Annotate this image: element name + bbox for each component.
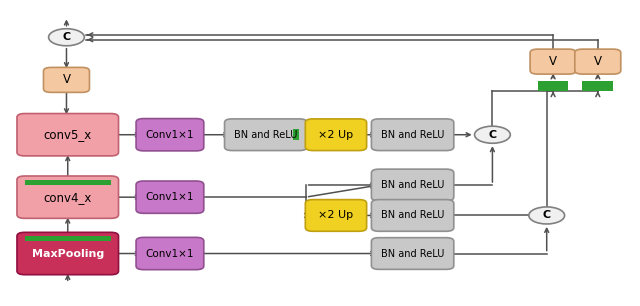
Circle shape: [474, 126, 510, 143]
FancyBboxPatch shape: [136, 181, 204, 213]
FancyBboxPatch shape: [305, 200, 367, 231]
FancyBboxPatch shape: [371, 119, 454, 151]
Circle shape: [529, 207, 564, 224]
Text: Conv1×1: Conv1×1: [146, 130, 194, 140]
FancyBboxPatch shape: [575, 49, 621, 74]
Bar: [293, 129, 300, 140]
Text: BN and ReLU: BN and ReLU: [381, 180, 444, 190]
Text: V: V: [549, 55, 557, 68]
Text: C: C: [543, 211, 551, 220]
Text: V: V: [63, 73, 70, 86]
Text: ×2 Up: ×2 Up: [319, 130, 353, 140]
Text: Conv1×1: Conv1×1: [146, 192, 194, 202]
FancyBboxPatch shape: [530, 49, 576, 74]
Text: conv5_x: conv5_x: [44, 128, 92, 141]
Bar: [538, 81, 568, 91]
FancyBboxPatch shape: [17, 114, 118, 156]
FancyBboxPatch shape: [136, 119, 204, 151]
FancyBboxPatch shape: [371, 200, 454, 231]
Text: Conv1×1: Conv1×1: [146, 248, 194, 259]
Bar: [582, 81, 613, 91]
Text: BN and ReLU: BN and ReLU: [381, 130, 444, 140]
FancyBboxPatch shape: [136, 237, 204, 270]
Bar: [25, 236, 111, 241]
Text: BN and ReLU: BN and ReLU: [381, 248, 444, 259]
Circle shape: [49, 29, 84, 46]
FancyBboxPatch shape: [371, 238, 454, 269]
Text: MaxPooling: MaxPooling: [31, 248, 104, 259]
Bar: [25, 180, 111, 185]
Text: conv4_x: conv4_x: [44, 191, 92, 204]
Text: ×2 Up: ×2 Up: [319, 211, 353, 220]
Text: C: C: [63, 32, 70, 42]
Text: BN and ReLU: BN and ReLU: [234, 130, 298, 140]
FancyBboxPatch shape: [305, 119, 367, 151]
FancyBboxPatch shape: [17, 176, 118, 218]
Text: BN and ReLU: BN and ReLU: [381, 211, 444, 220]
FancyBboxPatch shape: [17, 232, 118, 275]
FancyBboxPatch shape: [44, 67, 90, 92]
Text: C: C: [488, 130, 497, 140]
FancyBboxPatch shape: [225, 119, 307, 151]
FancyBboxPatch shape: [371, 169, 454, 201]
Text: V: V: [594, 55, 602, 68]
